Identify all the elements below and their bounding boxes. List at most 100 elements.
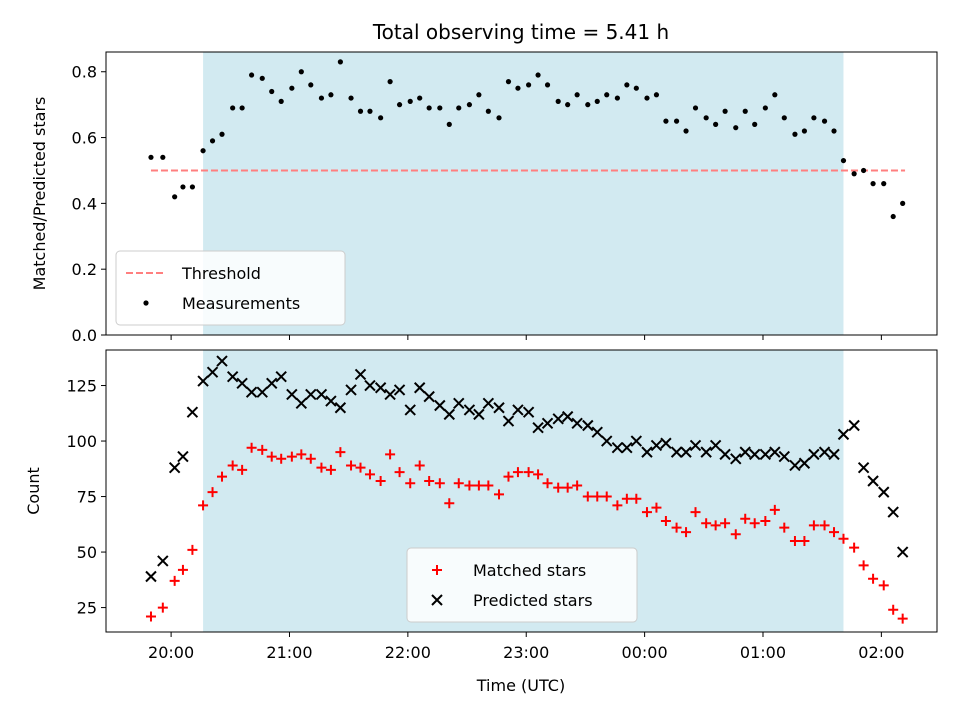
data-point — [453, 478, 464, 489]
data-point — [526, 82, 532, 88]
data-point — [453, 397, 465, 409]
data-point — [334, 402, 347, 414]
data-point — [870, 181, 876, 187]
data-point — [542, 478, 553, 489]
data-point — [476, 92, 482, 98]
data-point — [482, 397, 495, 409]
y-tick-label: 125 — [66, 377, 97, 396]
y-tick-label: 75 — [77, 488, 97, 507]
data-point — [493, 402, 505, 414]
data-point — [720, 518, 731, 529]
data-point — [396, 102, 403, 108]
y-tick-label: 25 — [77, 599, 97, 618]
data-point — [582, 491, 593, 502]
data-point — [186, 406, 199, 418]
data-point — [749, 518, 760, 529]
data-point — [505, 79, 512, 85]
data-point — [571, 417, 583, 429]
data-point — [849, 542, 860, 553]
data-point — [169, 575, 180, 586]
data-point — [614, 95, 620, 101]
data-point — [900, 200, 906, 206]
data-point — [503, 471, 514, 482]
data-point — [719, 448, 731, 461]
data-point — [713, 121, 719, 127]
x-tick-label: 21:00 — [266, 643, 312, 662]
data-point — [187, 544, 198, 555]
data-point — [168, 461, 181, 474]
data-point — [246, 442, 257, 453]
data-point — [180, 184, 186, 190]
plot-frame — [105, 349, 938, 633]
data-point — [417, 95, 423, 101]
data-point — [641, 446, 653, 458]
data-point — [172, 194, 178, 200]
legend-marker — [431, 594, 443, 606]
data-point — [473, 408, 485, 421]
data-point — [748, 448, 761, 461]
data-point — [541, 417, 554, 429]
data-point — [552, 413, 564, 425]
data-point — [466, 102, 473, 108]
data-point — [413, 382, 426, 394]
data-point — [378, 115, 384, 121]
data-point — [446, 121, 452, 127]
data-point — [387, 79, 393, 85]
data-point — [703, 115, 709, 121]
data-point — [792, 131, 798, 137]
data-point — [177, 564, 188, 575]
data-point — [522, 406, 535, 418]
data-point — [348, 95, 354, 101]
data-point — [818, 446, 831, 458]
data-point — [286, 388, 298, 401]
data-point — [591, 426, 603, 438]
data-point — [553, 482, 564, 493]
data-point — [533, 469, 544, 480]
y-tick-label: 50 — [77, 543, 97, 562]
data-point — [641, 507, 652, 518]
legend-label: Predicted stars — [473, 591, 593, 610]
data-point — [426, 105, 432, 111]
data-point — [257, 444, 268, 455]
data-point — [742, 108, 748, 114]
legend: Matched stars Predicted stars — [406, 547, 638, 623]
data-point — [512, 404, 524, 416]
legend-marker — [432, 565, 442, 575]
data-point — [663, 118, 669, 124]
data-point — [867, 475, 879, 487]
data-point — [840, 157, 847, 164]
data-point — [385, 449, 396, 460]
data-point — [701, 518, 712, 529]
data-point — [367, 108, 373, 114]
data-point — [405, 478, 416, 489]
data-point — [789, 535, 800, 546]
data-point — [200, 148, 206, 154]
data-point — [650, 439, 663, 452]
data-point — [209, 138, 216, 144]
data-point — [364, 379, 376, 392]
data-point — [739, 446, 751, 458]
data-point — [207, 487, 218, 498]
data-point — [346, 460, 357, 471]
data-point — [592, 491, 603, 502]
data-point — [464, 480, 475, 491]
data-point — [670, 446, 683, 458]
legend-box — [115, 250, 346, 326]
y-tick-label: 100 — [66, 432, 97, 451]
data-point — [798, 457, 811, 469]
legend-box — [406, 547, 638, 623]
data-point — [496, 115, 502, 121]
data-point — [148, 154, 154, 160]
data-point — [305, 453, 316, 464]
data-point — [681, 527, 692, 538]
data-point — [653, 92, 660, 98]
data-point — [276, 453, 287, 464]
data-point — [305, 388, 317, 401]
data-point — [851, 171, 857, 177]
data-point — [692, 105, 699, 111]
data-point — [335, 447, 346, 458]
data-point — [574, 92, 580, 98]
data-point — [219, 131, 225, 137]
data-point — [631, 493, 642, 504]
